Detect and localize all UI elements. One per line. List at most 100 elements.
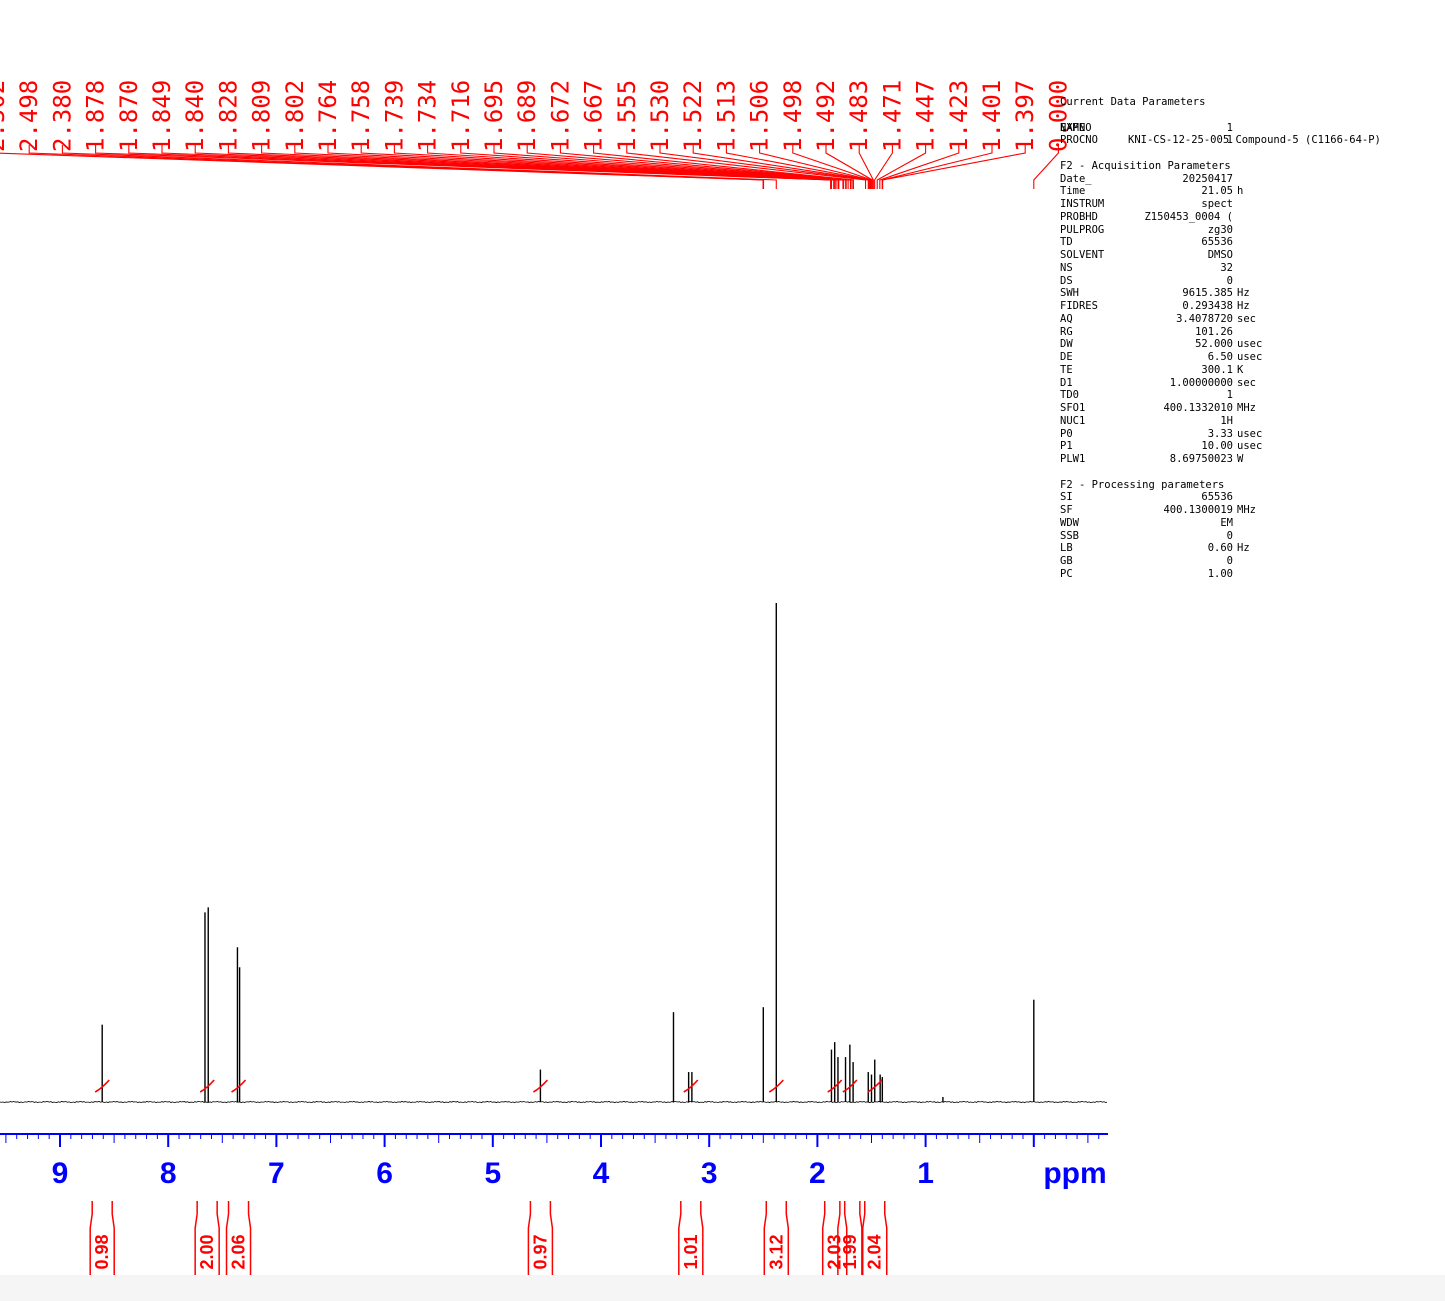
param-row: EXPNO 1 (1060, 122, 1440, 135)
peak-connector (882, 145, 1026, 189)
integral-bracket (89, 1201, 115, 1275)
param-key: AQ (1060, 312, 1073, 325)
param-key: DS (1060, 274, 1073, 287)
param-value: 6.50 (1207, 351, 1233, 363)
param-row: PC 1.00 (1060, 568, 1440, 581)
param-row: INSTRUM spect (1060, 198, 1440, 211)
param-row: FIDRES 0.293438 Hz (1060, 300, 1440, 313)
peak-label: 1.522 (679, 80, 707, 152)
param-key: PULPROG (1060, 223, 1105, 236)
integral-bracket (678, 1201, 704, 1275)
peak-label: 1.483 (845, 80, 873, 152)
param-value: 300.1 (1201, 363, 1233, 376)
param-key: RG (1060, 325, 1073, 338)
param-key: EXPNO (1060, 121, 1092, 134)
integral-curve (827, 1079, 843, 1093)
param-row: PROCNO 1 (1060, 134, 1440, 147)
param-key: Date_ (1060, 172, 1092, 185)
param-row: WDW EM (1060, 517, 1440, 530)
peak-connector (161, 145, 835, 189)
peak-connector (626, 145, 867, 189)
peak-connector (759, 145, 872, 189)
integral-value: 2.06 (229, 1234, 249, 1269)
peak-connector (194, 145, 836, 189)
peak-connector (95, 145, 832, 189)
integral-value: 2.04 (865, 1234, 885, 1269)
param-value: 0.293438 (1182, 300, 1233, 312)
integral-bracket (837, 1201, 863, 1275)
peak-label: 1.734 (414, 80, 442, 152)
param-row: LB 0.60 Hz (1060, 542, 1440, 555)
param-key: LB (1060, 542, 1073, 555)
peak-label: 1.689 (513, 80, 541, 152)
param-key: P0 (1060, 427, 1073, 440)
integral-bracket (225, 1201, 252, 1275)
param-key: PLW1 (1060, 453, 1086, 465)
param-row: DW 52.000 usec (1060, 338, 1440, 351)
integral-curve (842, 1079, 858, 1093)
param-unit: MHz (1237, 402, 1256, 414)
peak-label: 1.802 (281, 80, 309, 152)
peak-connector (858, 145, 874, 189)
x-tick-label: 3 (701, 1157, 718, 1190)
param-key: GB (1060, 555, 1073, 567)
peak-label: 1.401 (978, 80, 1006, 152)
peak-connector (227, 145, 837, 189)
param-value: 3.4078720 (1176, 312, 1233, 325)
integral-bracket (763, 1201, 790, 1275)
peak-connector (874, 145, 893, 189)
peak-label: 1.849 (148, 80, 176, 152)
param-key: SWH (1060, 287, 1079, 300)
param-key: PROBHD (1060, 210, 1098, 223)
x-axis-label: ppm (1043, 1157, 1106, 1190)
param-value: 1.00000000 (1169, 376, 1233, 389)
param-row: PULPROG zg30 (1060, 224, 1440, 237)
param-row: NS 32 (1060, 262, 1440, 275)
integral-bracket (527, 1201, 554, 1275)
peak-label: 1.764 (314, 80, 342, 152)
peak-label: 1.695 (480, 80, 508, 152)
param-row-name: NAME KNI-CS-12-25-005 Compound-5 (C1166-… (1060, 109, 1440, 147)
integral-bracket (821, 1201, 848, 1275)
param-unit: W (1237, 453, 1244, 465)
param-key: PC (1060, 567, 1073, 580)
param-value: zg30 (1207, 223, 1233, 236)
param-row: SSB 0 (1060, 530, 1440, 543)
param-value: 9615.385 (1182, 287, 1233, 300)
param-value: 3.33 (1207, 427, 1233, 440)
integral-curve (867, 1079, 883, 1093)
param-row: PLW1 8.69750023 W (1060, 453, 1440, 466)
param-value: 0 (1226, 274, 1233, 287)
peak-connector (460, 145, 849, 189)
param-unit: usec (1237, 351, 1263, 363)
param-key: TD0 (1060, 389, 1079, 402)
x-tick-label: 7 (268, 1157, 285, 1190)
peak-connector (825, 145, 873, 189)
param-unit: usec (1237, 427, 1263, 440)
peak-connector (493, 145, 851, 189)
param-unit: sec (1237, 312, 1256, 325)
peak-connector (327, 145, 844, 189)
param-value: EM (1220, 516, 1233, 529)
param-key: SFO1 (1060, 402, 1086, 414)
param-value: 1H (1220, 414, 1233, 427)
param-key: NAME (1060, 121, 1086, 134)
x-tick-label: 8 (160, 1157, 177, 1190)
param-unit: Hz (1237, 287, 1250, 300)
param-unit: h (1237, 185, 1244, 198)
x-tick-label: 2 (809, 1157, 826, 1190)
param-value: 32 (1220, 261, 1233, 274)
param-row: SOLVENT DMSO (1060, 249, 1440, 262)
x-tick-label: 4 (593, 1157, 610, 1190)
param-row: DE 6.50 usec (1060, 351, 1440, 364)
param-key: TE (1060, 363, 1073, 376)
peak-connector (879, 145, 960, 189)
param-key: FIDRES (1060, 300, 1098, 312)
param-value: 65536 (1201, 236, 1233, 249)
param-row: SFO1 400.1332010 MHz (1060, 402, 1440, 415)
param-key: SOLVENT (1060, 249, 1105, 261)
param-value: KNI-CS-12-25-005 Compound-5 (C1166-64-P) (1128, 134, 1381, 147)
param-unit: Hz (1237, 300, 1250, 312)
processing-param-list: SI 65536 SF 400.1300019 MHz WDW EM SSB 0 LB 0.60 Hz… (1060, 491, 1440, 580)
